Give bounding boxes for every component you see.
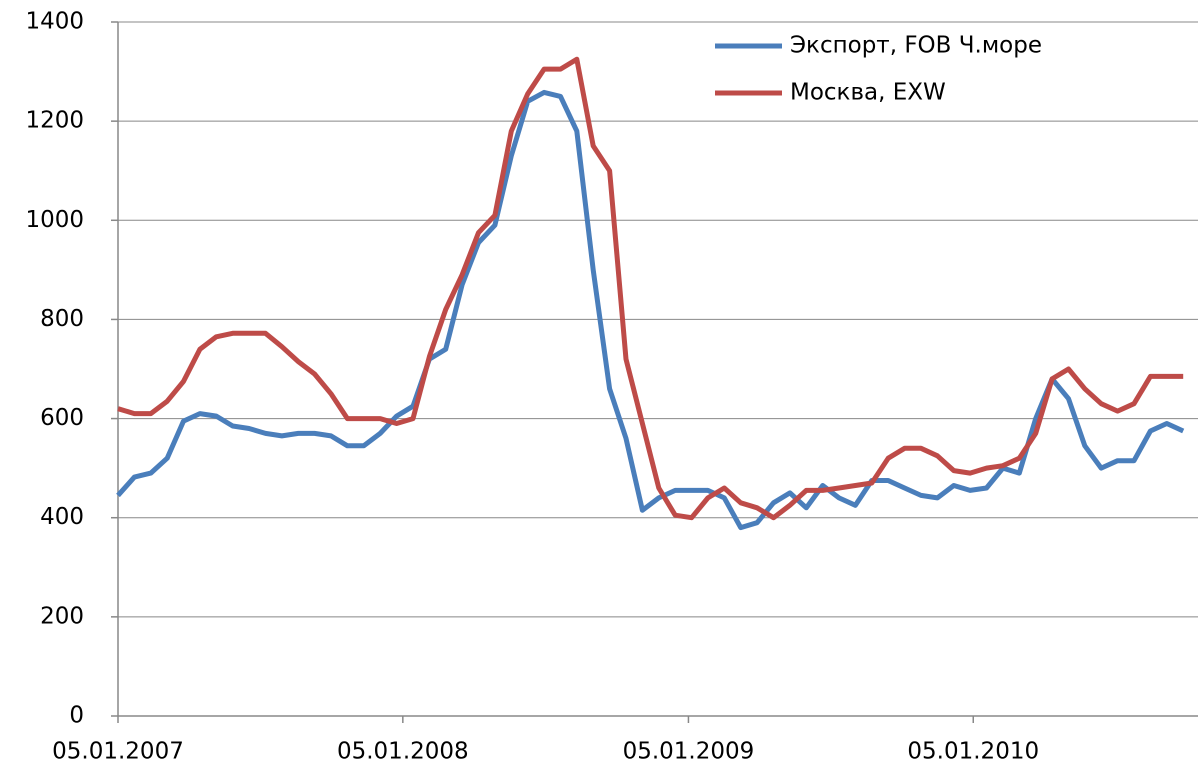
- y-tick-label: 200: [40, 603, 84, 629]
- x-tick-label: 05.01.2010: [907, 739, 1039, 765]
- series-line: [117, 56, 1184, 521]
- series-line: [116, 89, 1185, 531]
- y-tick-label: 600: [40, 405, 84, 431]
- legend-label: Москва, EXW: [790, 80, 946, 106]
- legend-label: Экспорт, FOB Ч.море: [790, 33, 1042, 59]
- x-tick-label: 05.01.2008: [337, 739, 469, 765]
- y-tick-label: 1400: [25, 9, 84, 35]
- y-tick-label: 1000: [25, 207, 84, 233]
- y-tick-label: 1200: [25, 108, 84, 134]
- x-tick-label: 05.01.2007: [52, 739, 184, 765]
- x-tick-label: 05.01.2009: [623, 739, 755, 765]
- y-tick-label: 400: [40, 504, 84, 530]
- y-tick-label: 800: [40, 306, 84, 332]
- y-tick-label: 0: [69, 703, 84, 729]
